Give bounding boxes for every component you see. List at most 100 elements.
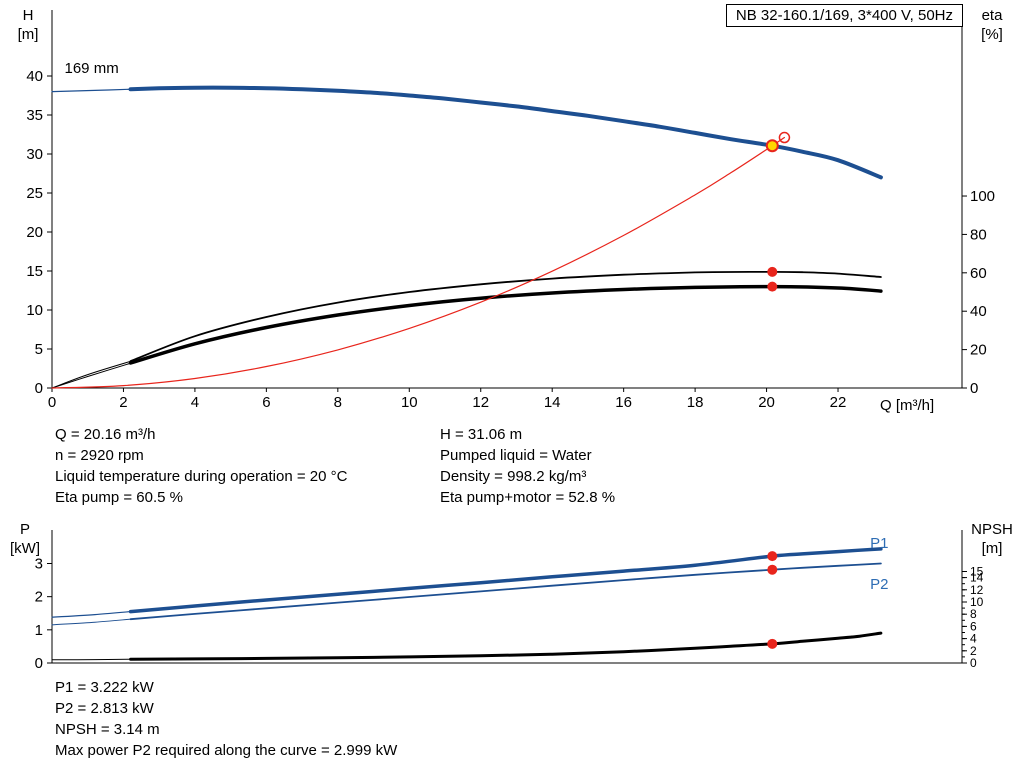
svg-text:10: 10: [26, 302, 43, 319]
info-line-npsh: NPSH = 3.14 m: [55, 721, 160, 738]
requested-duty-point: [778, 131, 791, 144]
svg-text:40: 40: [26, 68, 43, 85]
p-axis-label: P [kW]: [2, 520, 48, 558]
result-info-block: P1 = 3.222 kW P2 = 2.813 kW NPSH = 3.14 …: [55, 677, 397, 761]
svg-text:20: 20: [26, 224, 43, 241]
svg-text:0: 0: [970, 656, 977, 670]
svg-text:2: 2: [119, 394, 127, 411]
svg-text:14: 14: [970, 571, 984, 585]
svg-text:35: 35: [26, 107, 43, 124]
svg-text:100: 100: [970, 188, 995, 205]
h-axis-label: H [m]: [6, 6, 50, 44]
svg-text:12: 12: [970, 583, 984, 597]
eta-axis-unit: [%]: [981, 26, 1003, 43]
y-right-ticks: 0 20 40 60 80 100: [962, 188, 995, 397]
series-head-curve-lead-in: [51, 88, 135, 93]
axes: [51, 10, 963, 389]
series-eta-pump-curve: [129, 270, 882, 362]
eta-pump-motor-duty-point: [767, 281, 778, 292]
svg-text:0: 0: [35, 380, 43, 397]
duty-info-left-column: Q = 20.16 m³/h n = 2920 rpm Liquid tempe…: [55, 424, 347, 508]
annotation-p1: P1: [870, 535, 888, 552]
svg-text:10: 10: [401, 394, 418, 411]
svg-text:30: 30: [26, 146, 43, 163]
pump-model-title-box: NB 32-160.1/169, 3*400 V, 50Hz: [725, 4, 963, 27]
info-line-eta-pump-motor: Eta pump+motor = 52.8 %: [440, 489, 616, 506]
svg-text:8: 8: [334, 394, 342, 411]
info-line-liquid-temp: Liquid temperature during operation = 20…: [55, 468, 348, 485]
series-head-curve-169mm: [128, 85, 883, 180]
h-axis-unit: [m]: [17, 26, 39, 43]
p1-duty-point: [767, 551, 778, 562]
npsh-duty-point: [767, 638, 778, 649]
info-line-h: H = 31.06 m: [440, 426, 523, 443]
info-line-eta-pump: Eta pump = 60.5 %: [55, 489, 183, 506]
svg-text:0: 0: [35, 655, 43, 672]
info-line-n: n = 2920 rpm: [55, 447, 144, 464]
series-npsh-lead-in: [51, 658, 135, 661]
npsh-axis-label: NPSH [m]: [962, 520, 1022, 558]
svg-text:4: 4: [970, 632, 977, 646]
npsh-axis-unit: [m]: [981, 540, 1003, 557]
axes: [51, 530, 963, 664]
svg-text:3: 3: [35, 555, 43, 572]
svg-text:4: 4: [191, 394, 199, 411]
svg-text:22: 22: [830, 394, 847, 411]
svg-text:15: 15: [26, 263, 43, 280]
svg-text:40: 40: [970, 303, 987, 320]
svg-text:10: 10: [970, 595, 984, 609]
svg-text:80: 80: [970, 226, 987, 243]
series-system-curve: [51, 136, 785, 389]
svg-text:6: 6: [970, 619, 977, 633]
info-line-max-power: Max power P2 required along the curve = …: [55, 742, 398, 759]
svg-text:0: 0: [48, 394, 56, 411]
p-axis-symbol: P: [19, 521, 30, 538]
svg-text:25: 25: [26, 185, 43, 202]
y-left-ticks: 0 5 10 15 20 25 30 35 40: [26, 68, 52, 397]
series-p2-curve: [129, 562, 882, 621]
npsh-axis-symbol: NPSH: [971, 521, 1013, 538]
series-p1-lead-in: [51, 610, 135, 618]
svg-text:6: 6: [262, 394, 270, 411]
svg-text:2: 2: [35, 589, 43, 606]
svg-text:14: 14: [544, 394, 561, 411]
svg-text:0: 0: [970, 380, 978, 397]
svg-text:60: 60: [970, 265, 987, 282]
info-line-pumped-liquid: Pumped liquid = Water: [440, 447, 592, 464]
svg-text:18: 18: [687, 394, 704, 411]
svg-text:8: 8: [970, 607, 977, 621]
duty-info-right-column: H = 31.06 m Pumped liquid = Water Densit…: [440, 424, 615, 508]
series-eta-pump-motor-curve: [128, 284, 883, 365]
p2-duty-point: [767, 564, 778, 575]
eta-axis-symbol: eta: [981, 7, 1003, 24]
series-p2-lead-in: [51, 618, 135, 626]
x-ticks: 0 2 4 6 8 10 12 14 16 18 20 22: [48, 388, 847, 411]
series-eta-pump-motor-lead-in: [51, 361, 135, 389]
duty-point: [765, 139, 779, 153]
info-line-p2: P2 = 2.813 kW: [55, 700, 154, 717]
series-npsh-curve: [129, 631, 883, 661]
eta-axis-label: eta [%]: [968, 6, 1016, 44]
svg-text:2: 2: [970, 644, 977, 658]
svg-text:20: 20: [970, 342, 987, 359]
annotation-p2: P2: [870, 576, 888, 593]
annotation-169-mm: 169 mm: [65, 60, 119, 77]
svg-text:5: 5: [35, 341, 43, 358]
svg-text:15: 15: [970, 564, 984, 578]
svg-text:20: 20: [758, 394, 775, 411]
svg-text:1: 1: [35, 622, 43, 639]
info-line-density: Density = 998.2 kg/m³: [440, 468, 587, 485]
series-p1-curve: [128, 547, 883, 614]
svg-text:16: 16: [615, 394, 632, 411]
q-axis-label: Q [m³/h]: [880, 397, 935, 414]
eta-pump-duty-point: [767, 266, 778, 277]
info-line-p1: P1 = 3.222 kW: [55, 679, 154, 696]
p-axis-unit: [kW]: [10, 540, 40, 557]
info-line-q: Q = 20.16 m³/h: [55, 426, 156, 443]
chart-0: 0 2 4 6 8 10 12 14 16 18 20 22 0 5 10 15 20 25 30 35 40 0 20 40…: [26, 10, 995, 411]
y-left-ticks: 0 1 2 3: [35, 555, 52, 672]
